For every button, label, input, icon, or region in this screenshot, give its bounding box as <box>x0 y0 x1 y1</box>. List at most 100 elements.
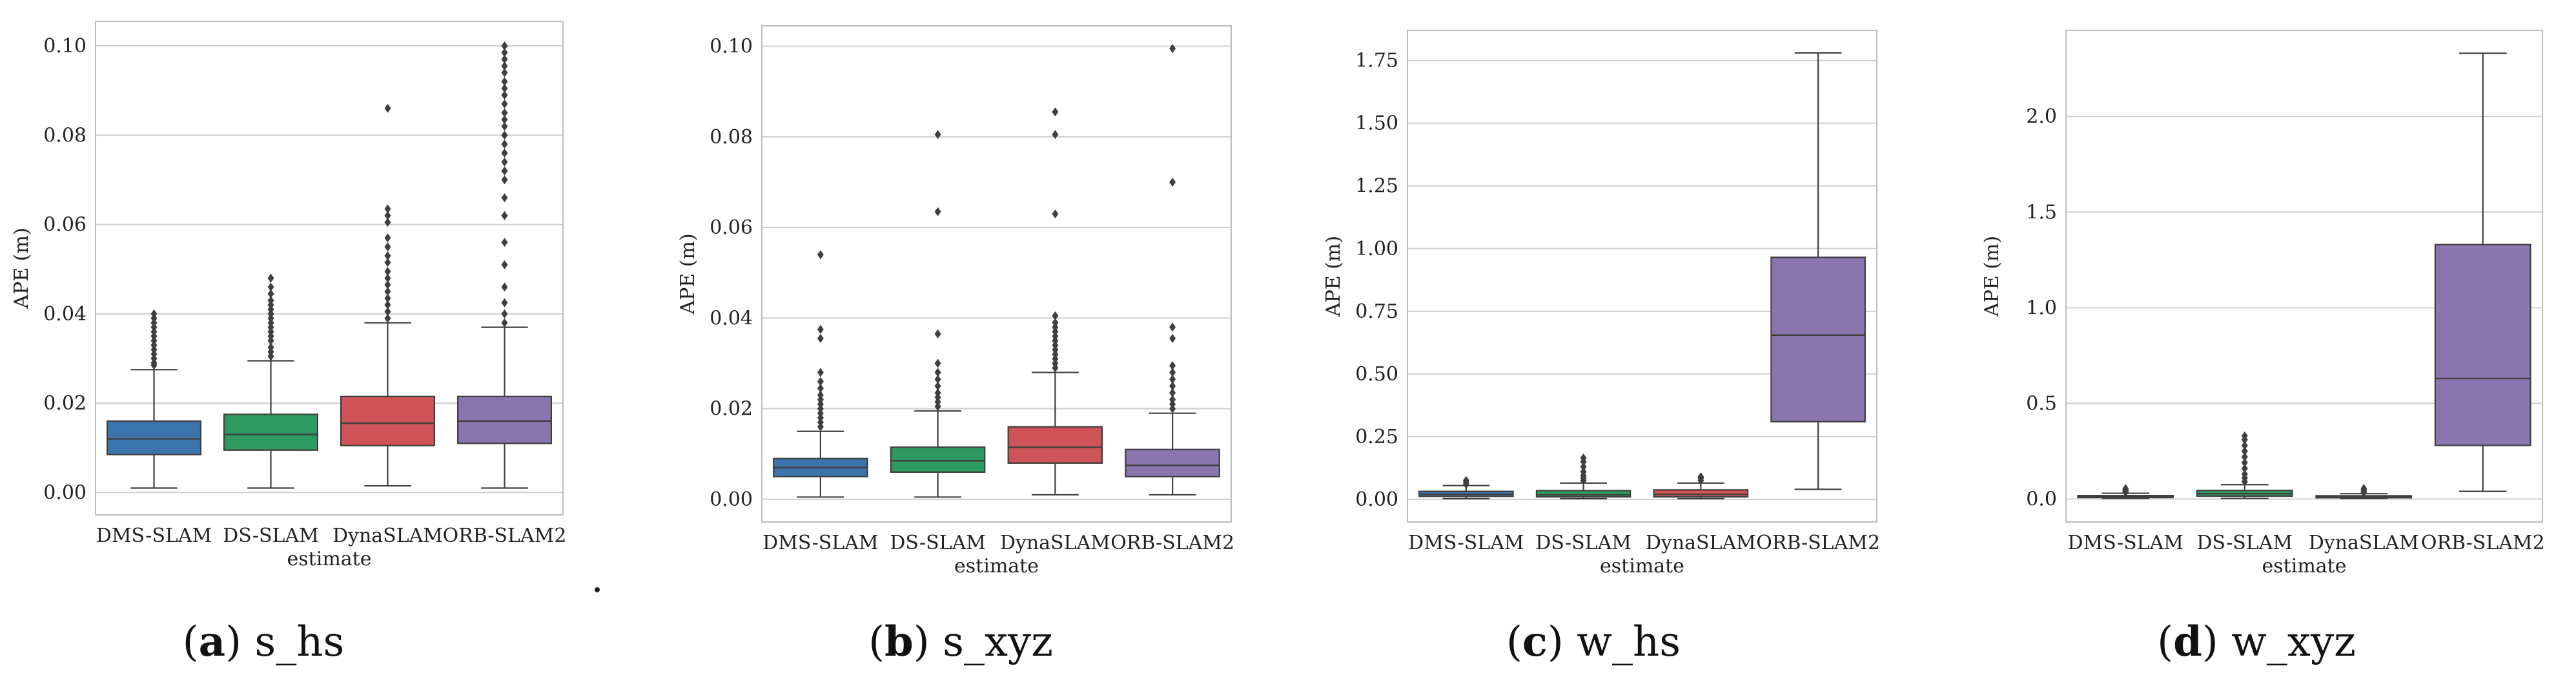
caption-letter: b <box>884 618 914 666</box>
y-tick-label: 0.08 <box>710 126 753 149</box>
box-iqr <box>340 395 435 446</box>
outlier-point <box>2241 470 2248 479</box>
outlier-point <box>501 157 508 167</box>
outlier-point <box>1169 322 1176 332</box>
box-ds-slam <box>1535 453 1631 499</box>
x-tick-label: DS-SLAM <box>223 525 319 547</box>
outlier-point <box>1169 395 1176 404</box>
x-axis-label: estimate <box>2262 555 2347 578</box>
outlier-point <box>501 175 508 185</box>
outlier-point <box>817 250 824 260</box>
box-iqr <box>1125 448 1220 477</box>
outlier-point <box>1169 368 1176 377</box>
box-dynaslam <box>340 103 435 487</box>
x-tick-label: DynaSLAM <box>1000 532 1110 554</box>
outlier-point <box>817 390 824 400</box>
outlier-point <box>934 381 941 391</box>
outlier-point <box>501 68 508 78</box>
outlier-point <box>2241 464 2248 474</box>
outlier-point <box>267 282 274 292</box>
outlier-point <box>2241 431 2248 441</box>
chart-panel-c: 0.00 0.25 0.50 0.75 1.00 1.25 1.50 1.75 DMS-SLAM… <box>1322 30 1880 666</box>
panel-caption: (b) s_xyz <box>868 618 1053 666</box>
y-tick-label: 0.10 <box>710 36 753 58</box>
caption-text: w_xyz <box>2231 618 2356 666</box>
outlier-point <box>1169 375 1176 384</box>
axes-frame <box>95 21 564 516</box>
outlier-point <box>2122 484 2129 494</box>
outlier-point <box>501 41 508 50</box>
chart-panel-d: 0.0 0.5 1.0 1.5 2.0 DMS-SLAM DS-SLAM DynaSLAM OR… <box>1981 30 2545 666</box>
y-tick-label: 1.75 <box>1355 50 1398 72</box>
outlier-point <box>501 130 508 140</box>
outlier-point <box>2241 446 2248 456</box>
outlier-point <box>1052 107 1059 117</box>
outlier-point <box>1169 44 1176 54</box>
caption-letter: c <box>1522 618 1548 666</box>
outlier-point <box>1462 475 1469 485</box>
outlier-point <box>150 309 158 318</box>
outlier-point <box>501 193 508 203</box>
outlier-point <box>1169 404 1176 413</box>
outlier-point <box>501 115 508 125</box>
outlier-point <box>1169 178 1176 187</box>
outlier-point <box>501 99 508 109</box>
outlier-point <box>1580 453 1587 463</box>
outlier-point <box>2241 452 2248 462</box>
outlier-point <box>384 273 391 283</box>
box-ds-slam <box>2196 431 2293 499</box>
box-orb-slam2 <box>1125 44 1220 496</box>
box-iqr <box>1653 489 1749 498</box>
outlier-point <box>501 121 508 131</box>
y-tick-label: 0.08 <box>43 124 87 147</box>
outlier-point <box>384 258 391 267</box>
box-iqr <box>1770 256 1866 422</box>
x-tick-label: DS-SLAM <box>2196 532 2293 554</box>
x-tick-label: ORB-SLAM2 <box>2421 532 2545 554</box>
y-tick-label: 2.0 <box>2026 105 2057 128</box>
x-tick-label: DMS-SLAM <box>762 532 878 554</box>
outlier-point <box>267 289 274 298</box>
x-tick-label: ORB-SLAM2 <box>1110 532 1234 554</box>
y-axis-label: APE (m) <box>10 227 33 309</box>
outlier-point <box>817 368 824 377</box>
box-dms-slam <box>2077 484 2174 499</box>
box-iqr <box>456 395 552 444</box>
box-orb-slam2 <box>2434 52 2531 492</box>
y-axis-label: APE (m) <box>677 233 699 315</box>
y-tick-label: 0.06 <box>43 214 87 236</box>
outlier-point <box>934 388 941 398</box>
chart-panel-a: 0.00 0.02 0.04 0.06 0.08 0.10 DMS-SLAM DS-SLAM D… <box>10 21 566 666</box>
outlier-point <box>934 329 941 338</box>
outlier-point <box>501 298 508 307</box>
outlier-point <box>501 238 508 247</box>
outlier-point <box>501 108 508 118</box>
axes-frame <box>761 25 1232 523</box>
x-tick-label: DS-SLAM <box>890 532 986 554</box>
outlier-point <box>384 218 391 227</box>
outlier-point <box>1052 318 1059 328</box>
outlier-point <box>501 83 508 93</box>
outlier-point <box>501 48 508 57</box>
y-tick-label: 1.25 <box>1355 175 1398 198</box>
panel-caption: (d) w_xyz <box>2157 618 2356 666</box>
stray-dot <box>595 587 600 592</box>
outlier-point <box>1580 462 1587 472</box>
y-tick-label: 0.5 <box>2026 392 2057 415</box>
box-dms-slam <box>1418 475 1514 499</box>
outlier-point <box>384 307 391 317</box>
box-iqr <box>890 446 986 473</box>
caption-text: s_xyz <box>943 618 1053 666</box>
caption-letter: a <box>199 618 225 666</box>
y-axis-label: APE (m) <box>1322 236 1345 317</box>
outlier-point <box>384 313 391 323</box>
axes-frame <box>1407 30 1877 523</box>
box-orb-slam2 <box>456 41 552 489</box>
outlier-point <box>501 90 508 100</box>
outlier-point <box>1169 333 1176 343</box>
outlier-point <box>1052 209 1059 219</box>
caption-text: s_hs <box>254 618 344 666</box>
outlier-point <box>384 267 391 276</box>
outlier-point <box>934 130 941 140</box>
